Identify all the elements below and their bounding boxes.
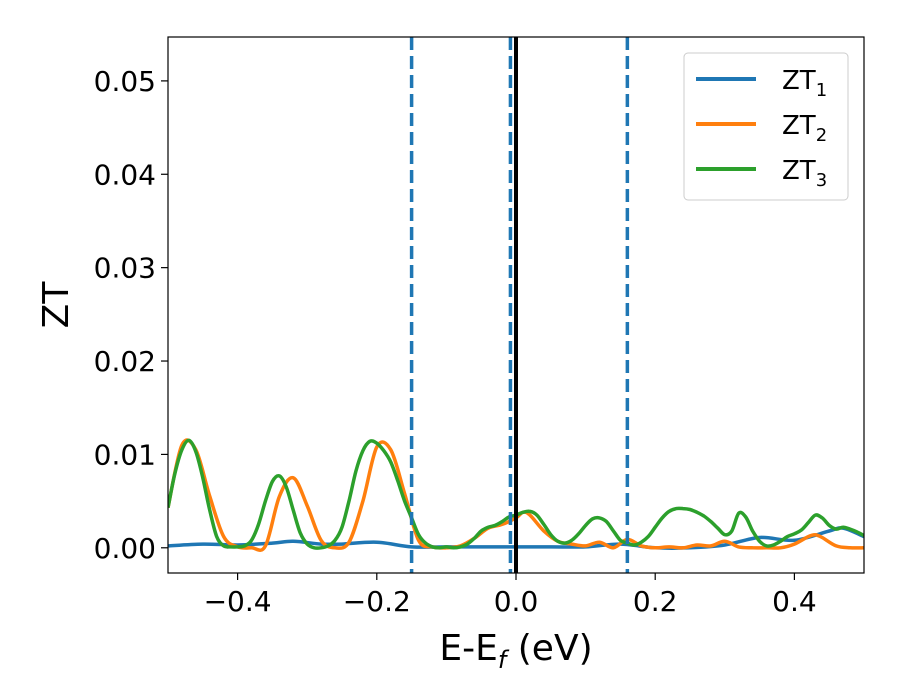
x-tick-label: 0.0	[494, 585, 539, 618]
reference-lines	[409, 37, 630, 573]
x-axis-label-unit: (eV)	[506, 628, 592, 669]
x-tick-label: −0.4	[204, 585, 272, 618]
x-axis-label-main: E-E	[439, 628, 497, 669]
x-tick-label: 0.4	[772, 585, 817, 618]
x-axis-ticks: −0.4 −0.2 0.0 0.2 0.4	[204, 573, 817, 618]
legend: ZT1 ZT2 ZT3	[683, 52, 849, 201]
legend-item-zt1: ZT1	[696, 66, 827, 101]
y-tick-label: 0.02	[94, 345, 156, 378]
x-axis-label: E-Ef (eV)	[439, 628, 592, 674]
legend-items: ZT1 ZT2 ZT3	[696, 66, 827, 191]
legend-label: ZT3	[782, 156, 827, 191]
y-axis-ticks: 0.00 0.01 0.02 0.03 0.04 0.05	[94, 65, 168, 565]
y-tick-label: 0.00	[94, 532, 156, 565]
legend-item-zt3: ZT3	[696, 156, 827, 191]
x-tick-label: 0.2	[633, 585, 678, 618]
y-tick-label: 0.05	[94, 65, 156, 98]
x-tick-label: −0.2	[343, 585, 411, 618]
y-axis-label: ZT	[36, 281, 77, 329]
y-tick-label: 0.01	[94, 438, 156, 471]
y-tick-label: 0.03	[94, 252, 156, 285]
legend-box	[683, 52, 849, 201]
y-tick-label: 0.04	[94, 158, 156, 191]
legend-label: ZT2	[782, 111, 827, 146]
legend-label: ZT1	[782, 66, 827, 101]
legend-item-zt2: ZT2	[696, 111, 827, 146]
